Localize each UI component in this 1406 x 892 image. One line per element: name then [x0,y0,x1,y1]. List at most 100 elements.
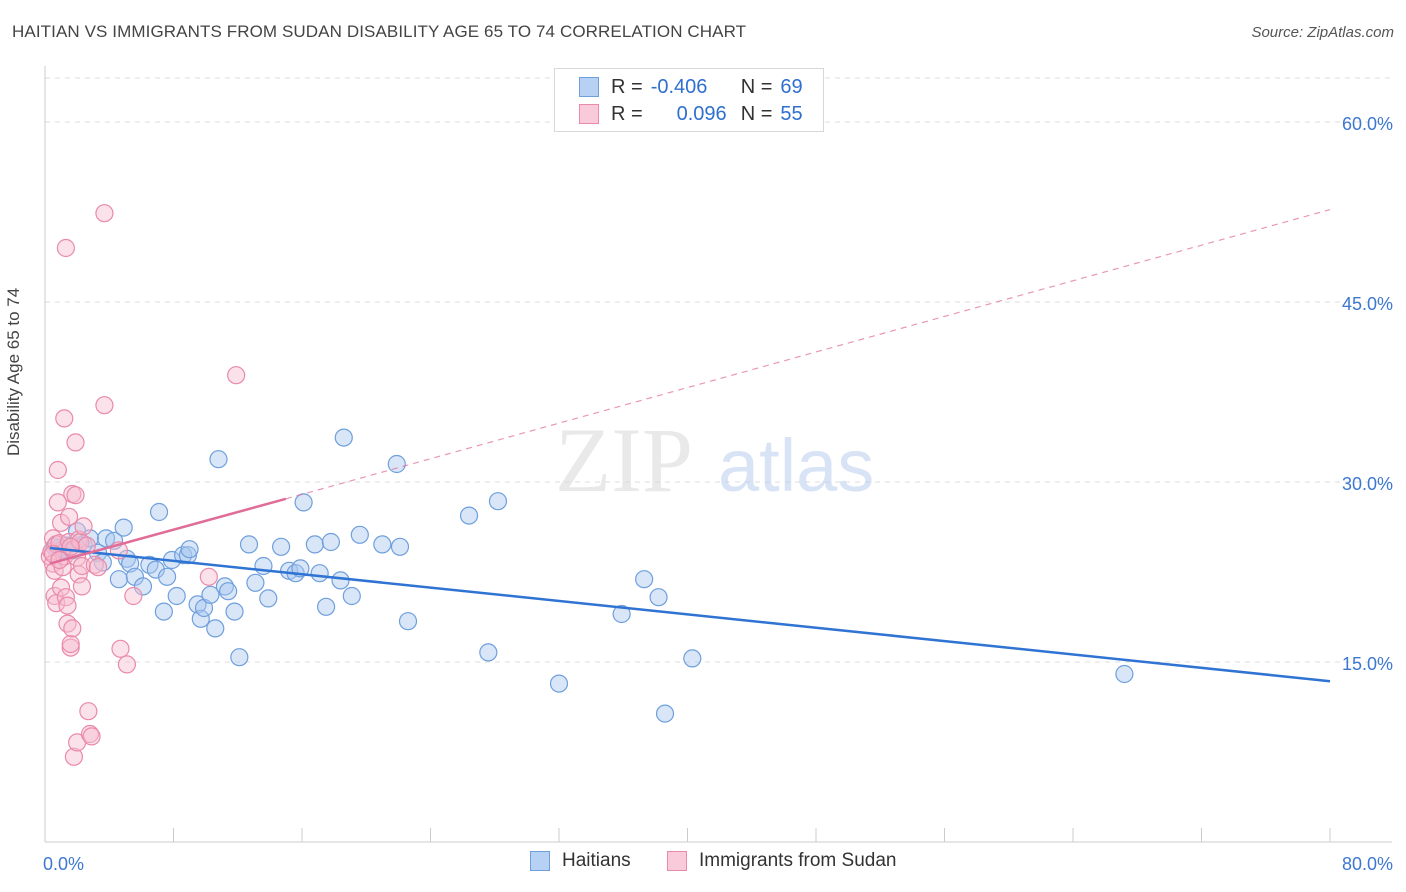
data-point-haitians [146,560,165,579]
watermark-zip: ZIP [555,409,693,511]
data-point-sudan [124,586,143,606]
data-point-haitians [178,546,198,565]
data-point-sudan [64,747,84,766]
data-point-sudan [61,634,80,654]
data-point-sudan [66,433,85,452]
data-point-haitians [191,609,210,628]
data-point-sudan [117,655,137,674]
data-point-haitians [612,604,631,624]
data-point-haitians [479,643,498,662]
data-point-sudan [59,507,79,526]
x-tick-label: 80.0% [1342,854,1393,874]
data-point-haitians [259,589,278,608]
legend-swatch-blue [530,851,550,871]
chart-source: Source: ZipAtlas.com [1251,24,1394,41]
data-point-haitians [305,535,324,554]
data-point-haitians [209,450,228,469]
data-point-sudan [95,396,114,415]
data-point-sudan [63,619,82,638]
data-point-sudan [72,577,92,596]
data-point-sudan [48,493,67,512]
trend-line-sudan [49,497,287,565]
trend-line-haitians [49,546,1331,683]
legend-item-sudan: Immigrants from Sudan [667,850,896,872]
data-point-haitians [310,564,329,583]
n-value: 69 [780,75,803,98]
r-label: R = [611,75,643,98]
y-tick-label: 45.0% [1342,294,1393,314]
data-point-haitians [459,506,479,525]
y-tick-label: 15.0% [1342,654,1393,674]
legend-label: Haitians [562,850,631,871]
data-point-haitians [157,567,177,586]
data-point-haitians [398,612,418,631]
data-point-sudan [74,517,93,536]
data-point-sudan [82,727,101,746]
data-point-sudan [66,486,85,505]
data-point-haitians [655,704,675,723]
legend-row-sudan: R = 0.096 N = 55 [579,102,803,126]
n-value: 55 [780,102,803,125]
data-point-haitians [1115,664,1134,684]
data-point-haitians [549,674,569,693]
r-value: -0.406 [650,75,708,98]
data-point-sudan [48,460,67,480]
data-point-haitians [239,535,259,554]
data-point-haitians [334,428,353,447]
data-point-sudan [199,567,218,586]
data-point-haitians [488,492,508,511]
y-tick-label: 30.0% [1342,474,1393,494]
tick-labels: 15.0% 30.0% 45.0% 60.0% 0.0% 80.0% [43,114,1393,874]
data-point-haitians [316,597,336,616]
data-point-sudan [56,238,75,258]
data-point-haitians [350,525,369,544]
data-point-haitians [201,585,220,604]
y-axis-label: Disability Age 65 to 74 [4,287,23,456]
grid [45,77,1392,663]
data-point-haitians [331,571,350,590]
data-point-haitians [109,570,128,589]
data-point-sudan [95,204,114,223]
data-point-sudan [51,578,71,597]
data-point-haitians [149,502,169,522]
data-point-haitians [133,577,153,596]
correlation-legend: R = -0.406 N = 69 R = 0.096 N = 55 [554,68,824,132]
legend-swatch-pink [667,851,687,871]
data-point-haitians [390,537,410,556]
watermark-atlas: atlas [718,424,874,507]
legend-swatch-blue [579,77,599,97]
axes [44,66,1392,843]
data-point-haitians [272,537,291,556]
data-point-haitians [219,582,238,601]
data-point-sudan [88,558,108,577]
data-point-sudan [227,366,246,385]
data-point-haitians [230,648,249,667]
data-point-haitians [206,619,225,638]
data-point-haitians [167,586,186,606]
data-point-haitians [215,577,234,596]
legend-row-haitians: R = -0.406 N = 69 [579,75,803,99]
trend-lines [49,209,1331,683]
data-point-haitians [635,570,654,589]
n-label: N = [740,102,773,125]
data-point-haitians [387,454,406,474]
data-point-sudan [85,555,104,574]
data-point-haitians [342,586,361,606]
data-point-haitians [246,573,265,592]
data-point-haitians [154,602,173,621]
trend-extension-sudan [285,209,1331,500]
r-label: R = [611,102,643,125]
data-point-haitians [321,532,341,552]
data-point-haitians [225,602,244,621]
y-tick-label: 60.0% [1342,114,1393,134]
n-label: N = [740,75,773,98]
data-point-haitians [649,588,668,607]
data-point-sudan [61,537,80,556]
r-value: 0.096 [676,102,727,125]
legend-label: Immigrants from Sudan [699,850,897,871]
x-tick-label: 0.0% [43,854,84,874]
data-point-sudan [72,556,92,576]
chart-title: HAITIAN VS IMMIGRANTS FROM SUDAN DISABIL… [12,22,747,41]
data-point-haitians [294,493,313,512]
data-point-sudan [111,639,130,658]
